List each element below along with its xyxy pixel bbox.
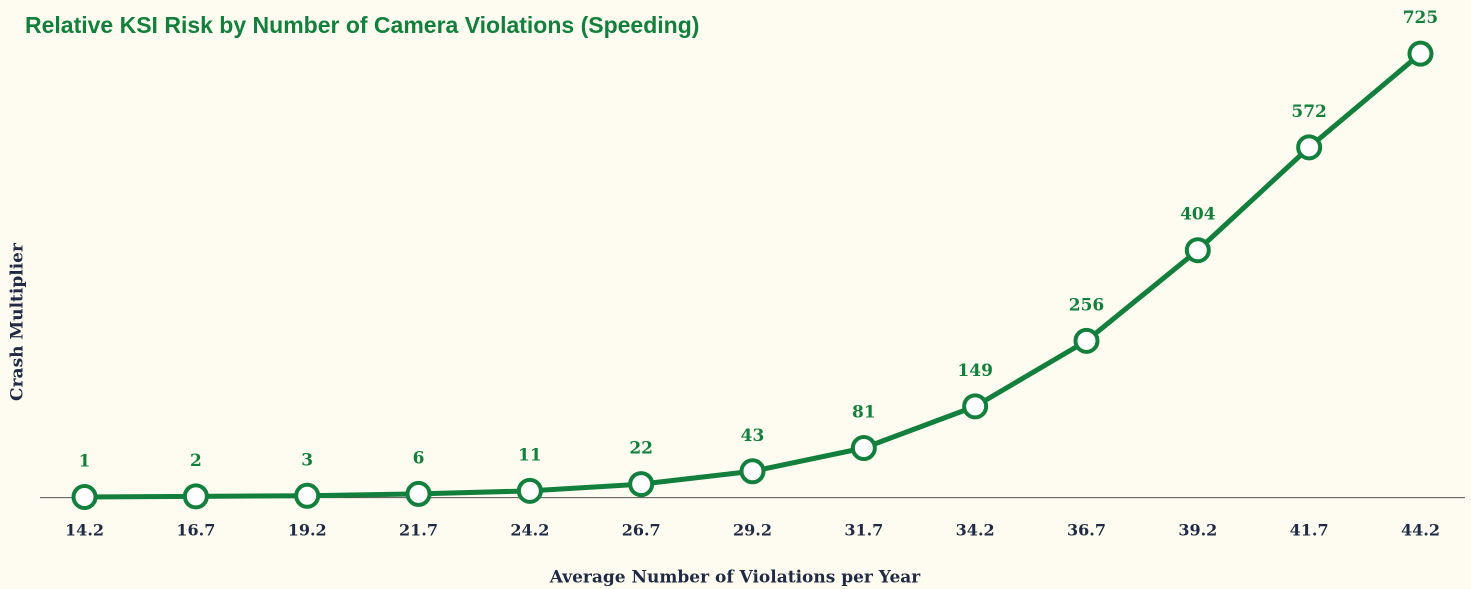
data-label: 2 — [190, 451, 202, 471]
point — [405, 480, 432, 507]
point — [1073, 327, 1100, 354]
x-tick-label: 16.7 — [176, 521, 215, 540]
chart-title: Relative KSI Risk by Number of Camera Vi… — [25, 12, 699, 38]
data-label: 149 — [957, 361, 993, 381]
point — [739, 458, 766, 485]
x-tick-label: 31.7 — [844, 521, 883, 540]
point — [71, 483, 98, 510]
point — [1296, 134, 1323, 161]
data-label: 256 — [1069, 295, 1105, 315]
y-axis-label: Crash Multiplier — [8, 242, 28, 401]
data-label: 22 — [629, 439, 653, 459]
x-tick-label: 26.7 — [622, 521, 661, 540]
x-tick-label: 44.2 — [1401, 521, 1440, 540]
point — [294, 482, 321, 509]
point — [962, 393, 989, 420]
data-label: 725 — [1403, 8, 1439, 28]
point — [1184, 237, 1211, 264]
data-label: 572 — [1291, 102, 1327, 122]
point — [850, 435, 877, 462]
x-tick-label: 24.2 — [510, 521, 549, 540]
point — [628, 471, 655, 498]
x-tick-label: 14.2 — [65, 521, 104, 540]
data-label: 3 — [301, 450, 313, 470]
x-tick-label: 29.2 — [733, 521, 772, 540]
data-label: 81 — [852, 403, 876, 423]
x-axis-label: Average Number of Violations per Year — [549, 568, 922, 588]
data-label: 6 — [413, 448, 425, 468]
data-label: 43 — [741, 426, 765, 446]
data-label: 1 — [79, 451, 91, 471]
x-tick-label: 39.2 — [1178, 521, 1217, 540]
data-label: 404 — [1180, 205, 1216, 225]
point — [182, 483, 209, 510]
x-tick-label: 19.2 — [288, 521, 327, 540]
data-label: 11 — [518, 445, 542, 465]
x-tick-label: 34.2 — [956, 521, 995, 540]
x-tick-label: 21.7 — [399, 521, 438, 540]
point — [516, 477, 543, 504]
point — [1407, 40, 1434, 67]
x-tick-label: 41.7 — [1290, 521, 1329, 540]
x-tick-label: 36.7 — [1067, 521, 1106, 540]
